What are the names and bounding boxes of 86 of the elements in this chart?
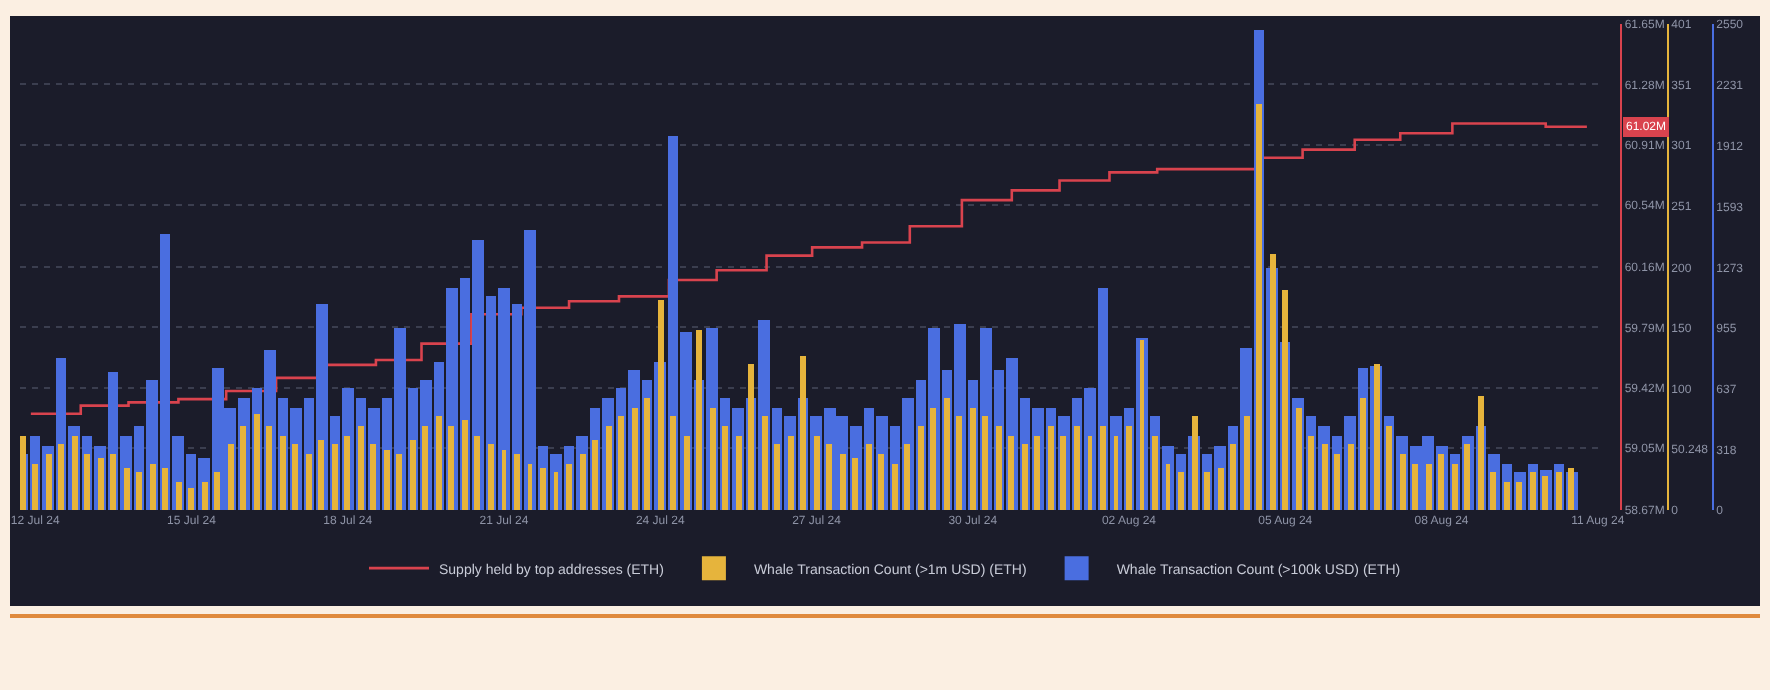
bar xyxy=(1282,290,1288,510)
bar xyxy=(266,426,272,510)
bar xyxy=(1022,444,1028,510)
bar xyxy=(32,464,38,510)
bar xyxy=(124,468,130,510)
bar xyxy=(774,444,780,510)
bar xyxy=(502,450,506,510)
bar xyxy=(1334,454,1340,510)
bar xyxy=(956,416,962,510)
bar xyxy=(684,436,690,510)
bar xyxy=(436,416,442,510)
bar xyxy=(1478,396,1484,510)
bar xyxy=(306,454,312,510)
bar xyxy=(332,444,338,510)
bar xyxy=(710,408,716,510)
bar xyxy=(800,356,806,510)
bar xyxy=(528,464,532,510)
bar xyxy=(1008,436,1014,510)
bar xyxy=(358,426,364,510)
bar xyxy=(1166,464,1170,510)
bar xyxy=(1218,468,1224,510)
bar xyxy=(396,454,402,510)
bar xyxy=(384,450,390,510)
bar xyxy=(448,426,454,510)
bar xyxy=(1516,482,1522,510)
bar xyxy=(1204,472,1210,510)
bar xyxy=(996,426,1002,510)
bar xyxy=(930,408,936,510)
bar xyxy=(344,436,350,510)
bar xyxy=(1074,426,1080,510)
bar xyxy=(892,464,898,510)
bar xyxy=(488,444,494,510)
bar xyxy=(722,426,728,510)
bar xyxy=(826,444,832,510)
bar xyxy=(1178,472,1184,510)
bar xyxy=(632,408,638,510)
bar xyxy=(566,464,572,510)
bar xyxy=(540,468,546,510)
bar xyxy=(474,436,480,510)
bar xyxy=(422,426,428,510)
bar xyxy=(162,468,168,510)
bar xyxy=(202,482,208,510)
bar xyxy=(852,458,858,510)
bar xyxy=(136,472,142,510)
bar xyxy=(110,454,116,510)
bar xyxy=(58,444,64,510)
bar xyxy=(696,330,702,510)
bar xyxy=(982,416,988,510)
bar xyxy=(1348,444,1354,510)
bar xyxy=(214,472,220,510)
bar xyxy=(878,454,884,510)
bar xyxy=(228,444,234,510)
bar xyxy=(84,454,90,510)
bar xyxy=(20,436,26,510)
bar xyxy=(736,436,742,510)
bar xyxy=(592,440,598,510)
bar xyxy=(866,444,872,510)
bar xyxy=(1412,464,1418,510)
bar xyxy=(150,464,156,510)
bar xyxy=(762,416,768,510)
bar xyxy=(918,426,924,510)
bar xyxy=(606,426,612,510)
bar xyxy=(748,364,754,510)
bar xyxy=(462,420,468,510)
bar xyxy=(1490,472,1496,510)
bar xyxy=(1504,482,1510,510)
bar xyxy=(1244,416,1250,510)
bar xyxy=(904,444,910,510)
bar xyxy=(410,440,416,510)
bar xyxy=(370,444,376,510)
bar xyxy=(188,488,194,510)
bar xyxy=(240,426,246,510)
bar xyxy=(1426,464,1432,510)
bar xyxy=(280,436,286,510)
bar xyxy=(176,482,182,510)
bar xyxy=(580,454,586,510)
bar xyxy=(292,444,298,510)
bar xyxy=(1034,436,1040,510)
bar xyxy=(1100,426,1106,510)
bar xyxy=(554,472,558,510)
bar xyxy=(318,440,324,510)
bar xyxy=(670,416,676,510)
bar xyxy=(1400,454,1406,510)
bar xyxy=(840,454,846,510)
bar xyxy=(514,454,520,510)
bar xyxy=(1088,436,1092,510)
